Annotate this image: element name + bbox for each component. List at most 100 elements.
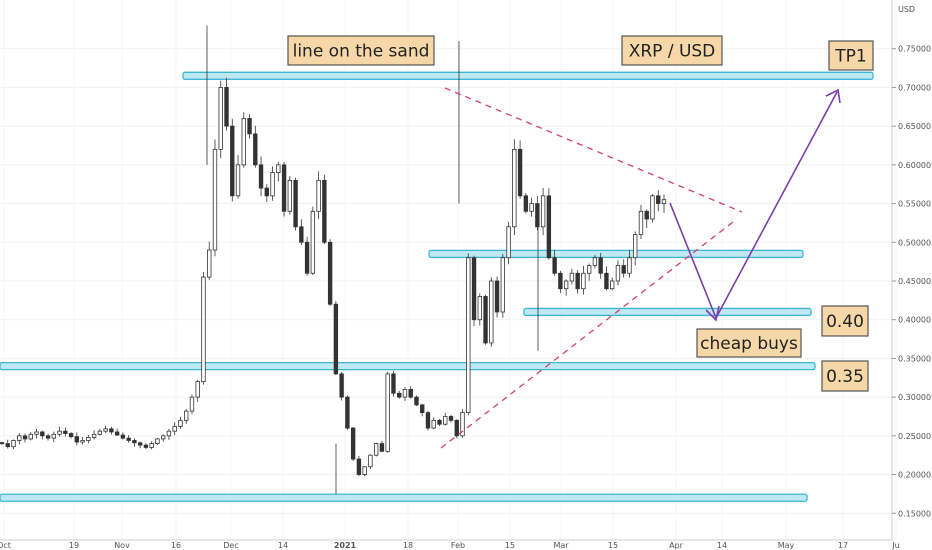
candle-body — [190, 397, 194, 411]
candle-body — [449, 416, 453, 420]
candle-body — [553, 258, 557, 273]
candle-body — [87, 437, 91, 440]
candle-body — [386, 374, 390, 451]
level-bar-bottom — [0, 494, 807, 501]
candle-body — [351, 428, 355, 459]
candle-body — [495, 281, 499, 312]
candle-body — [656, 196, 660, 204]
candle-body — [110, 429, 114, 432]
candle-body — [207, 250, 211, 277]
candle-body — [622, 266, 626, 274]
candle-body — [29, 434, 33, 439]
candle-body — [524, 196, 528, 211]
candle-body — [242, 118, 246, 164]
candle-body — [547, 196, 551, 258]
candle-body — [265, 188, 269, 196]
candle-body — [628, 258, 632, 273]
candle-body — [369, 455, 373, 467]
label-title-text: XRP / USD — [629, 42, 716, 62]
candle-body — [340, 374, 344, 397]
candle-body — [633, 235, 637, 258]
candle-body — [415, 397, 419, 405]
label-040-text: 0.40 — [826, 312, 864, 332]
y-tick-label: 0.55000 — [898, 200, 931, 209]
candle-body — [81, 440, 85, 442]
candle-body — [156, 439, 160, 444]
candle-body — [392, 374, 396, 393]
y-tick-label: 0.45000 — [898, 277, 931, 286]
x-tick-label: 19 — [69, 541, 79, 550]
candle-body — [472, 258, 476, 320]
level-bar-035 — [0, 363, 815, 370]
candle-body — [484, 296, 488, 342]
y-tick-label: 0.60000 — [898, 161, 931, 170]
candle-body — [219, 87, 223, 149]
candle-body — [323, 180, 327, 242]
candle-body — [420, 405, 424, 413]
candle-body — [374, 444, 378, 456]
candle-body — [357, 459, 361, 474]
candle-body — [576, 273, 580, 288]
x-tick-label: Oct — [0, 541, 11, 550]
candle-body — [202, 277, 206, 382]
y-tick-label: 0.15000 — [898, 509, 931, 518]
x-tick-label: Mar — [553, 541, 569, 550]
candle-body — [300, 227, 304, 242]
candle-body — [645, 211, 649, 219]
candle-body — [593, 258, 597, 266]
x-tick-label: 15 — [608, 541, 618, 550]
candle-body — [409, 389, 413, 397]
level-bar-top — [183, 72, 873, 79]
candle-body — [115, 432, 119, 435]
candle-body — [58, 431, 62, 434]
candle-body — [75, 437, 79, 442]
price-unit-label: USD — [898, 5, 915, 14]
candle-body — [259, 165, 263, 188]
candle-body — [277, 165, 281, 173]
y-tick-label: 0.50000 — [898, 238, 931, 247]
candle-body — [144, 445, 148, 447]
x-tick-label: 17 — [838, 541, 848, 550]
candle-body — [363, 467, 367, 475]
candle-body — [490, 281, 494, 343]
candle-body — [380, 444, 384, 452]
candle-body — [161, 436, 165, 439]
candle-body — [530, 204, 534, 212]
label-tp1-text: TP1 — [834, 47, 866, 67]
level-bar-cheap — [524, 308, 811, 315]
candle-body — [6, 444, 10, 447]
candle-body — [610, 281, 614, 289]
candle-body — [150, 444, 154, 448]
candle-body — [466, 258, 470, 413]
x-tick-label: May — [778, 541, 795, 550]
candle-body — [616, 266, 620, 281]
candle-body — [98, 431, 102, 434]
candle-body — [432, 420, 436, 428]
y-tick-label: 0.65000 — [898, 122, 931, 131]
candle-body — [0, 443, 4, 444]
candle-body — [294, 180, 298, 226]
candle-body — [173, 427, 177, 432]
candle-body — [69, 434, 73, 437]
candle-body — [651, 196, 655, 219]
y-tick-label: 0.40000 — [898, 316, 931, 325]
candle-body — [121, 435, 125, 438]
candle-body — [599, 258, 603, 273]
candle-body — [12, 440, 16, 446]
candle-body — [17, 436, 21, 441]
candle-body — [23, 436, 27, 439]
candle-body — [403, 389, 407, 397]
label-035-text: 0.35 — [826, 367, 864, 387]
candle-body — [179, 420, 183, 426]
candle-body — [46, 436, 50, 438]
y-tick-label: 0.35000 — [898, 354, 931, 363]
candle-body — [248, 118, 252, 133]
candle-body — [438, 420, 442, 424]
x-tick-label: 14 — [278, 541, 288, 550]
candle-body — [478, 296, 482, 319]
x-tick-label: 15 — [505, 541, 515, 550]
candle-body — [127, 438, 131, 440]
x-tick-label: 16 — [171, 541, 181, 550]
